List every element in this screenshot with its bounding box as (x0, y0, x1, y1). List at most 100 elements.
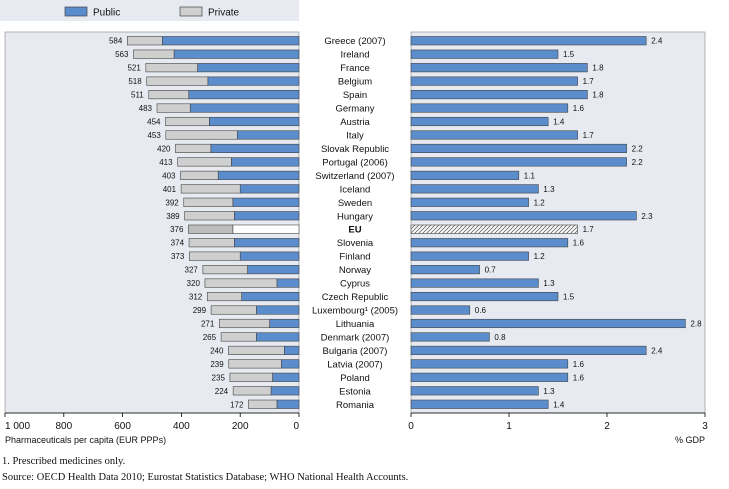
gdp-value-label: 1.3 (543, 279, 555, 288)
right-tick-label: 1 (506, 421, 512, 432)
source-note: Source: OECD Health Data 2010; Eurostat … (2, 472, 409, 483)
bar-private (228, 345, 285, 355)
bar-public (189, 103, 300, 113)
right-panel-background (410, 31, 706, 414)
total-label: 454 (147, 118, 161, 127)
bar-gdp (410, 116, 549, 127)
country-label: Lithuania (336, 319, 375, 330)
bar-private (228, 359, 282, 369)
right-tick-label: 3 (702, 421, 708, 432)
gdp-value-label: 0.6 (475, 306, 487, 315)
country-label: Germany (335, 104, 374, 115)
bar-gdp (410, 251, 529, 261)
bar-private (177, 157, 232, 167)
country-label: Finland (339, 252, 370, 263)
gdp-value-label: 2.4 (651, 37, 663, 46)
country-label: Portugal (2006) (322, 157, 387, 168)
total-label: 483 (139, 104, 153, 113)
bar-gdp (410, 332, 490, 342)
country-label: Cyprus (340, 279, 370, 290)
country-label: Spain (343, 90, 367, 101)
gdp-value-label: 1.6 (573, 239, 585, 248)
bar-gdp (410, 130, 578, 140)
bar-public (269, 318, 300, 329)
bar-gdp (410, 184, 539, 194)
legend-background (0, 0, 299, 21)
bar-private (183, 197, 234, 207)
right-tick-label: 0 (408, 421, 414, 432)
gdp-value-label: 1.1 (524, 171, 536, 180)
bar-private (146, 76, 209, 86)
gdp-value-label: 2.4 (651, 346, 663, 355)
bar-gdp (410, 265, 480, 275)
gdp-value-label: 1.2 (534, 198, 546, 207)
bar-public (276, 399, 300, 409)
bar-gdp (410, 76, 578, 86)
bar-gdp (410, 386, 539, 396)
bar-public (239, 251, 300, 261)
bar-public (272, 372, 300, 382)
country-label: Hungary (337, 211, 373, 222)
bar-private (188, 224, 234, 234)
gdp-value-label: 1.8 (592, 64, 604, 73)
bar-public (239, 184, 300, 194)
gdp-value-label: 1.4 (553, 400, 565, 409)
gdp-value-label: 1.6 (573, 373, 585, 382)
bar-public (234, 238, 300, 248)
total-label: 521 (127, 64, 141, 73)
bar-public (276, 278, 300, 288)
bar-gdp (410, 90, 588, 100)
bar-private (165, 130, 238, 140)
total-label: 327 (185, 266, 199, 275)
bar-private (210, 305, 257, 315)
bar-private (220, 332, 257, 342)
bar-gdp (410, 238, 569, 248)
right-x-label: % GDP (675, 435, 705, 445)
country-label: EU (348, 225, 361, 236)
country-label: Slovenia (337, 238, 374, 249)
country-label: Italy (346, 130, 364, 141)
bar-private (180, 184, 241, 194)
bar-private (180, 170, 219, 180)
country-label: Bulgaria (2007) (323, 346, 388, 357)
bar-private (156, 103, 191, 113)
total-label: 265 (203, 333, 217, 342)
country-label: Austria (340, 117, 370, 128)
country-label: Denmark (2007) (321, 332, 390, 343)
bar-public (197, 63, 300, 73)
bar-gdp (410, 224, 578, 234)
bar-private (184, 211, 235, 221)
left-panel: 584 563 521 518 511 483 454 453 420 413 403 401 392 3… (4, 31, 300, 445)
bar-gdp (410, 278, 539, 288)
country-label: Slovak Republic (321, 144, 389, 155)
total-label: 271 (201, 319, 215, 328)
total-label: 413 (159, 158, 173, 167)
total-label: 376 (170, 225, 184, 234)
bar-private (229, 372, 273, 382)
bar-gdp (410, 63, 588, 73)
country-label: Estonia (339, 386, 371, 397)
total-label: 172 (230, 400, 244, 409)
total-label: 373 (171, 252, 185, 261)
bar-private (145, 63, 198, 73)
gdp-value-label: 1.8 (592, 91, 604, 100)
bar-private (189, 251, 241, 261)
bar-private (202, 265, 248, 275)
gdp-value-label: 1.5 (563, 293, 575, 302)
right-panel: 2.4 1.5 1.8 1.7 1.8 1.6 1.4 1.7 2.2 2.2 1.1 1.3 1.2 2… (408, 31, 708, 445)
gdp-value-label: 2.2 (632, 144, 644, 153)
bar-private (232, 386, 272, 396)
total-label: 299 (193, 306, 207, 315)
bar-public (217, 170, 300, 180)
bar-gdp (410, 305, 471, 315)
bar-private (188, 238, 235, 248)
legend-swatch-public (64, 6, 88, 17)
total-label: 320 (187, 279, 201, 288)
bar-private (175, 143, 212, 153)
left-tick-label: 800 (55, 421, 72, 432)
total-label: 420 (157, 144, 171, 153)
country-label: Latvia (2007) (327, 359, 382, 370)
total-label: 518 (128, 77, 142, 86)
bar-private (206, 292, 242, 302)
total-label: 584 (109, 37, 123, 46)
